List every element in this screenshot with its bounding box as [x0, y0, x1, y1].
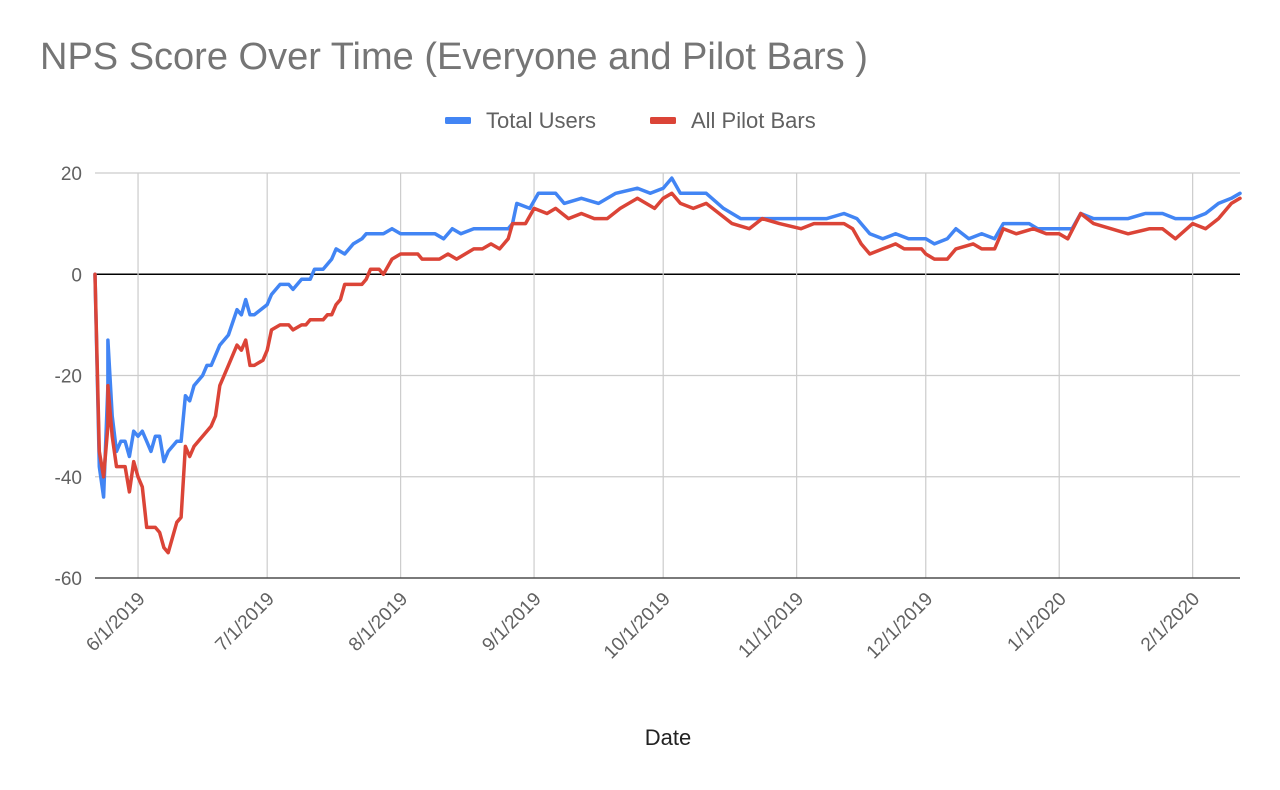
y-tick-label: 0 — [71, 265, 82, 286]
x-tick-label: 9/1/2019 — [478, 589, 545, 656]
x-tick-label: 8/1/2019 — [345, 589, 412, 656]
x-tick-label: 6/1/2019 — [82, 589, 149, 656]
series-line-all-pilot-bars — [93, 191, 1242, 555]
x-tick-label: 1/1/2020 — [1004, 589, 1071, 656]
y-tick-label: -20 — [55, 367, 82, 388]
y-tick-label: 20 — [61, 164, 82, 185]
legend: Total Users All Pilot Bars — [445, 108, 816, 133]
y-tick-label: -40 — [55, 468, 82, 489]
legend-label: Total Users — [486, 108, 596, 133]
legend-swatch — [445, 117, 471, 124]
x-tick-label: 2/1/2020 — [1137, 589, 1204, 656]
x-axis-title: Date — [645, 725, 691, 750]
legend-label: All Pilot Bars — [691, 108, 816, 133]
x-tick-label: 10/1/2019 — [600, 589, 675, 664]
chart-title: NPS Score Over Time (Everyone and Pilot … — [40, 36, 868, 78]
x-tick-label: 12/1/2019 — [863, 589, 938, 664]
legend-swatch — [650, 117, 676, 124]
y-tick-label: -60 — [55, 569, 82, 590]
grid-layer: 20 0 -20 -40 -606/1/2019 7/1/2019 8/1/2019 9/1/… — [55, 164, 1240, 663]
series-layer — [93, 176, 1242, 555]
series-line-total-users — [93, 176, 1242, 499]
x-tick-label: 7/1/2019 — [212, 589, 279, 656]
x-tick-label: 11/1/2019 — [735, 589, 809, 663]
